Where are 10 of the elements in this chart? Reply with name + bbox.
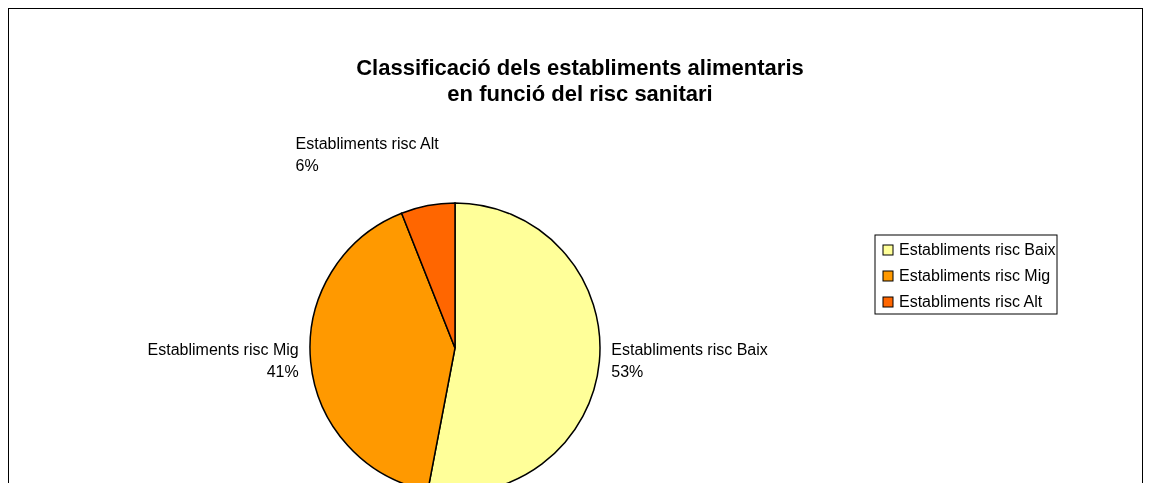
slice-label: Establiments risc Mig (147, 340, 299, 358)
legend-label: Establiments risc Baix (899, 241, 1056, 258)
data-label: 41% (266, 362, 299, 380)
slice-label: Establiments risc Alt (295, 134, 440, 152)
data-label: 6% (295, 156, 319, 174)
legend-label: Establiments risc Mig (899, 267, 1051, 284)
data-label: 53% (611, 362, 644, 380)
slice-label: Establiments risc Baix (611, 340, 768, 358)
chart-title: Classificació dels establiments alimentaris en funció del risc sanitari (356, 55, 804, 106)
legend-label: Establiments risc Alt (899, 293, 1043, 310)
